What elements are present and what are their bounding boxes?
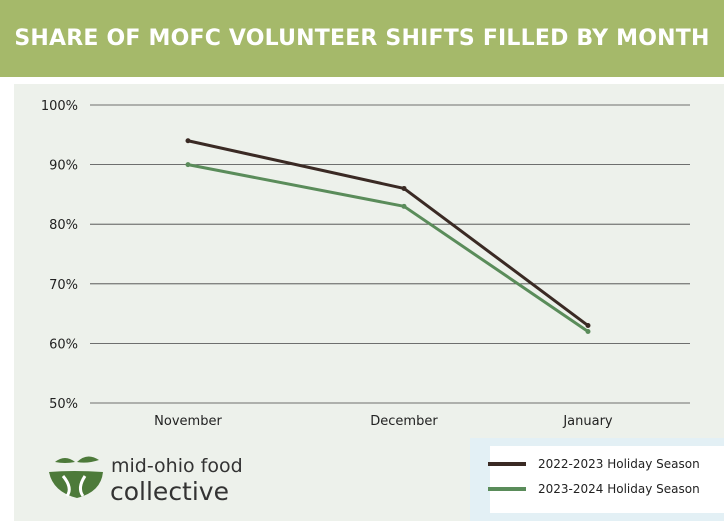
bowl-sprout-icon xyxy=(49,456,103,498)
logo-text-line2: collective xyxy=(110,477,229,506)
y-tick-label: 80% xyxy=(49,218,78,233)
y-tick-label: 60% xyxy=(49,337,78,352)
legend-item-2023: 2023-2024 Holiday Season xyxy=(488,480,700,498)
legend-swatch-2023 xyxy=(488,487,526,491)
y-tick-label: 90% xyxy=(49,159,78,174)
x-tick-label: January xyxy=(562,414,613,429)
chart-title: SHARE OF MOFC VOLUNTEER SHIFTS FILLED BY… xyxy=(14,26,710,51)
data-point xyxy=(401,185,407,191)
legend-swatch-2022 xyxy=(488,462,526,466)
data-point xyxy=(585,328,591,334)
mofc-logo: mid-ohio food collective xyxy=(47,450,267,510)
x-tick-label: November xyxy=(154,414,222,429)
legend-label-2022: 2022-2023 Holiday Season xyxy=(538,457,700,471)
legend xyxy=(490,446,724,513)
y-tick-label: 70% xyxy=(49,278,78,293)
legend-item-2022: 2022-2023 Holiday Season xyxy=(488,455,700,473)
data-point xyxy=(185,162,191,168)
logo-text-line1: mid-ohio food xyxy=(111,455,243,477)
data-point xyxy=(585,323,591,329)
series-line-1 xyxy=(187,163,589,333)
y-tick-label: 50% xyxy=(49,397,78,412)
y-tick-label: 100% xyxy=(41,99,78,114)
legend-label-2023: 2023-2024 Holiday Season xyxy=(538,482,700,496)
data-point xyxy=(185,138,191,144)
title-bar: SHARE OF MOFC VOLUNTEER SHIFTS FILLED BY… xyxy=(0,0,724,77)
data-point xyxy=(401,203,407,209)
series-line-0 xyxy=(187,139,589,327)
x-tick-label: December xyxy=(370,414,438,429)
